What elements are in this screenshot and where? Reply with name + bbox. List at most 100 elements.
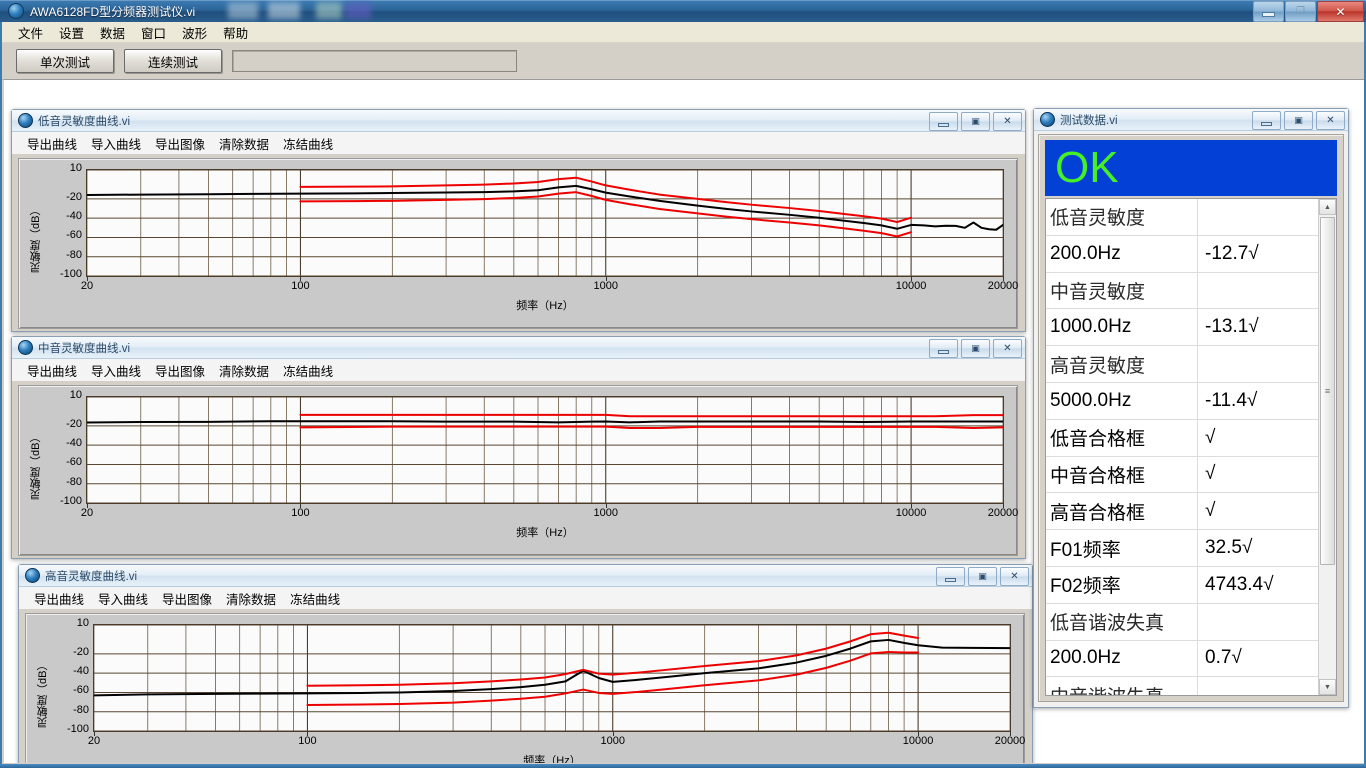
minimize-button[interactable] [936, 567, 965, 586]
y-axis-tick-label: -40 [73, 665, 89, 678]
background-ghost-1 [228, 2, 258, 19]
window-controls: ❐ ✕ [1253, 1, 1364, 22]
menu-help[interactable]: 帮助 [223, 26, 249, 41]
menu-export-curve[interactable]: 导出曲线 [27, 137, 78, 152]
menu-clear-data[interactable]: 清除数据 [219, 137, 270, 152]
application-body: 文件 设置 数据 窗口 波形 帮助 单次测试 连续测试 低音灵敏度曲线.vi ▣ ✕… [0, 22, 1366, 764]
table-cell-value [1198, 604, 1318, 640]
child-title-bar[interactable]: 高音灵敏度曲线.vi ▣ ✕ [19, 565, 1032, 587]
minimize-button[interactable] [929, 339, 958, 358]
table-cell-label: 低音灵敏度 [1046, 199, 1198, 235]
labview-vi-icon [1040, 112, 1055, 127]
treble-sensitivity-chart-series-measured [94, 638, 1010, 697]
close-icon: ✕ [1003, 342, 1012, 354]
bass-sensitivity-chart-plot-area[interactable] [86, 169, 1004, 277]
mid-sensitivity-chart-series-upper-tolerance [299, 413, 1003, 418]
y-axis-tick-label: -60 [66, 456, 82, 469]
treble-sensitivity-chart-plot-area[interactable] [93, 624, 1011, 732]
table-row[interactable]: 低音合格框 √ [1046, 419, 1318, 457]
table-row[interactable]: 低音灵敏度 [1046, 199, 1318, 236]
treble-sensitivity-chart-container[interactable]: 10 -20 -40 -60 -80 -100 20 100 1000 10000 20000 灵敏度… [25, 613, 1025, 763]
menu-freeze-curve[interactable]: 冻结曲线 [290, 592, 341, 607]
table-cell-value: -12.7√ [1205, 242, 1259, 264]
test-data-window-controls: ▣ ✕ [1252, 111, 1345, 130]
child-title-bar[interactable]: 低音灵敏度曲线.vi ▣ ✕ [12, 110, 1025, 132]
menu-export-image[interactable]: 导出图像 [155, 364, 206, 379]
menu-clear-data[interactable]: 清除数据 [219, 364, 270, 379]
table-row[interactable]: 200.0Hz -12.7√ [1046, 235, 1318, 273]
continuous-test-button[interactable]: 连续测试 [124, 49, 222, 73]
restore-button[interactable]: ▣ [961, 112, 990, 131]
restore-button[interactable]: ❐ [1285, 1, 1316, 22]
child-title-bar[interactable]: 中音灵敏度曲线.vi ▣ ✕ [12, 337, 1025, 359]
restore-icon: ▣ [978, 571, 987, 581]
minimize-button[interactable] [1252, 111, 1281, 130]
mid-sensitivity-chart-plot-area[interactable] [86, 396, 1004, 504]
menu-import-curve[interactable]: 导入曲线 [98, 592, 149, 607]
table-row[interactable]: 高音灵敏度 [1046, 346, 1318, 383]
close-button[interactable]: ✕ [1317, 1, 1364, 22]
table-row[interactable]: 低音谐波失真 [1046, 603, 1318, 641]
table-cell-value [1198, 346, 1318, 382]
x-axis-tick-label: 100 [298, 735, 317, 747]
close-button[interactable]: ✕ [993, 339, 1022, 358]
table-cell-value: √ [1205, 463, 1216, 485]
table-row[interactable]: 5000.0Hz -11.4√ [1046, 382, 1318, 420]
desktop-background-strip [0, 764, 1366, 768]
table-cell-label: 低音谐波失真 [1046, 603, 1198, 640]
menu-export-image[interactable]: 导出图像 [162, 592, 213, 607]
menu-clear-data[interactable]: 清除数据 [226, 592, 277, 607]
table-row[interactable]: 中音谐波失真 [1046, 677, 1318, 695]
grid-vertical [87, 397, 1003, 503]
menu-import-curve[interactable]: 导入曲线 [91, 364, 142, 379]
background-ghost-4 [345, 2, 371, 19]
scroll-up-icon[interactable]: ▲ [1319, 199, 1336, 215]
main-title-bar[interactable]: AWA6128FD型分频器测试仪.vi ❐ ✕ [0, 0, 1366, 22]
restore-button[interactable]: ▣ [968, 567, 997, 586]
close-button[interactable]: ✕ [1316, 111, 1345, 130]
menu-freeze-curve[interactable]: 冻结曲线 [283, 364, 334, 379]
menu-data[interactable]: 数据 [100, 26, 126, 41]
child-menubar: 导出曲线 导入曲线 导出图像 清除数据 冻结曲线 [12, 132, 1025, 155]
menu-freeze-curve[interactable]: 冻结曲线 [283, 137, 334, 152]
minimize-button[interactable] [929, 112, 958, 131]
menu-file[interactable]: 文件 [18, 26, 44, 41]
table-row[interactable]: F02频率 4743.4√ [1046, 566, 1318, 604]
table-cell-value [1198, 273, 1318, 309]
bass-sensitivity-chart-container[interactable]: 10 -20 -40 -60 -80 -100 20 100 1000 10000 20000 灵敏度… [18, 158, 1018, 329]
menu-export-curve[interactable]: 导出曲线 [27, 364, 78, 379]
menu-settings[interactable]: 设置 [59, 26, 85, 41]
menu-export-curve[interactable]: 导出曲线 [34, 592, 85, 607]
single-test-button[interactable]: 单次测试 [16, 49, 114, 73]
close-button[interactable]: ✕ [993, 112, 1022, 131]
bass-sensitivity-chart-series-measured [87, 184, 1003, 231]
scrollbar-thumb[interactable]: ≡ [1320, 217, 1335, 565]
status-field[interactable] [232, 50, 517, 72]
menu-export-image[interactable]: 导出图像 [155, 137, 206, 152]
test-data-title-bar[interactable]: 测试数据.vi ▣ ✕ [1034, 109, 1348, 131]
scroll-down-icon[interactable]: ▼ [1319, 679, 1336, 695]
vertical-scrollbar[interactable]: ▲ ≡ ▼ [1318, 199, 1336, 695]
grid-vertical [87, 170, 1003, 276]
y-axis-tick-label: -80 [73, 703, 89, 716]
table-cell-label: 1000.0Hz [1046, 309, 1198, 346]
table-row[interactable]: 中音合格框 √ [1046, 456, 1318, 494]
y-axis-label: 灵敏度（dB） [30, 431, 42, 500]
table-row[interactable]: 1000.0Hz -13.1√ [1046, 309, 1318, 347]
menu-waveform[interactable]: 波形 [182, 26, 208, 41]
menu-window[interactable]: 窗口 [141, 26, 167, 41]
mid-sensitivity-chart-container[interactable]: 10 -20 -40 -60 -80 -100 20 100 1000 10000 20000 灵敏度… [18, 385, 1018, 556]
test-data-rows: 低音灵敏度 200.0Hz -12.7√ 中音灵敏度 1000.0Hz -13.1√ 高音灵… [1046, 199, 1318, 695]
menu-import-curve[interactable]: 导入曲线 [91, 137, 142, 152]
table-row[interactable]: 高音合格框 √ [1046, 493, 1318, 531]
y-axis-tick-label: -100 [59, 495, 82, 507]
close-button[interactable]: ✕ [1000, 567, 1029, 586]
restore-icon: ▣ [1294, 115, 1303, 125]
table-row[interactable]: 中音灵敏度 [1046, 272, 1318, 310]
table-row[interactable]: F01频率 32.5√ [1046, 530, 1318, 567]
minimize-button[interactable] [1253, 1, 1284, 22]
restore-button[interactable]: ▣ [1284, 111, 1313, 130]
x-axis-tick-mark [605, 504, 607, 508]
restore-button[interactable]: ▣ [961, 339, 990, 358]
table-row[interactable]: 200.0Hz 0.7√ [1046, 640, 1318, 678]
